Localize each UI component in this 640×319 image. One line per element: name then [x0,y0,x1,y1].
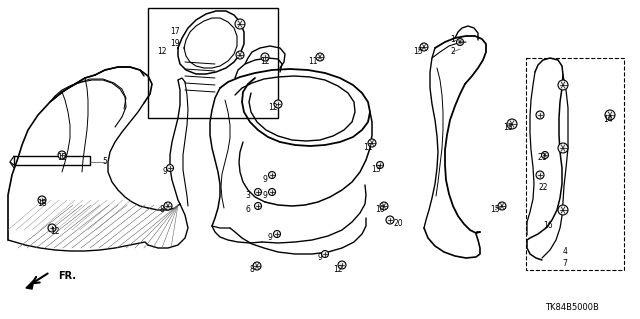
Text: 9: 9 [262,175,268,184]
Circle shape [368,139,376,147]
Circle shape [498,202,506,210]
Circle shape [605,110,615,120]
Text: 9: 9 [262,191,268,201]
Circle shape [558,143,568,153]
Text: TK84B5000B: TK84B5000B [545,303,599,313]
Circle shape [273,231,280,238]
Circle shape [236,51,244,59]
Text: 17: 17 [170,27,180,36]
Text: 6: 6 [246,205,250,214]
Circle shape [255,203,262,210]
Circle shape [255,189,262,196]
Circle shape [38,196,46,204]
Text: 4: 4 [563,248,568,256]
Circle shape [536,111,544,119]
Circle shape [166,165,173,172]
Circle shape [164,202,172,210]
Text: 12: 12 [260,57,269,66]
Text: 12: 12 [51,227,60,236]
Circle shape [316,53,324,61]
Text: 15: 15 [490,205,500,214]
Text: 12: 12 [333,265,343,275]
Text: 9: 9 [317,254,323,263]
Text: 7: 7 [563,259,568,269]
Text: 19: 19 [170,40,180,48]
Text: 20: 20 [393,219,403,228]
Text: 18: 18 [37,199,47,209]
Circle shape [536,171,544,179]
Text: 3: 3 [246,191,250,201]
Circle shape [274,100,282,108]
Text: 12: 12 [57,153,67,162]
Text: 15: 15 [413,48,423,56]
Text: 22: 22 [538,183,548,192]
Text: 11: 11 [364,144,372,152]
Text: 9: 9 [163,167,168,176]
Circle shape [235,19,245,29]
Text: 8: 8 [250,265,254,275]
Circle shape [48,224,56,232]
Text: 12: 12 [268,103,278,113]
Circle shape [456,39,463,46]
Circle shape [58,151,66,159]
Circle shape [269,172,275,179]
Circle shape [420,43,428,51]
Text: 10: 10 [375,205,385,214]
Text: 1: 1 [451,35,456,44]
Text: 13: 13 [371,166,381,174]
Bar [526,58,624,270]
Circle shape [386,216,394,224]
Text: 21: 21 [537,153,547,162]
Circle shape [541,152,548,159]
Text: 12: 12 [157,48,167,56]
Circle shape [380,202,388,210]
Text: 11: 11 [308,57,317,66]
Polygon shape [26,280,34,289]
Text: 5: 5 [102,158,108,167]
Text: 2: 2 [451,48,456,56]
Circle shape [376,161,383,168]
Text: 16: 16 [543,220,553,229]
Text: 14: 14 [603,115,613,124]
Circle shape [261,53,269,61]
Circle shape [253,262,261,270]
Circle shape [338,261,346,269]
Circle shape [269,189,275,196]
Bar [148,8,278,118]
Circle shape [321,250,328,257]
Text: 8: 8 [159,205,164,214]
Text: FR.: FR. [58,271,76,281]
Circle shape [507,119,517,129]
Circle shape [558,80,568,90]
Text: 15: 15 [503,123,513,132]
Circle shape [558,205,568,215]
Text: 9: 9 [268,234,273,242]
